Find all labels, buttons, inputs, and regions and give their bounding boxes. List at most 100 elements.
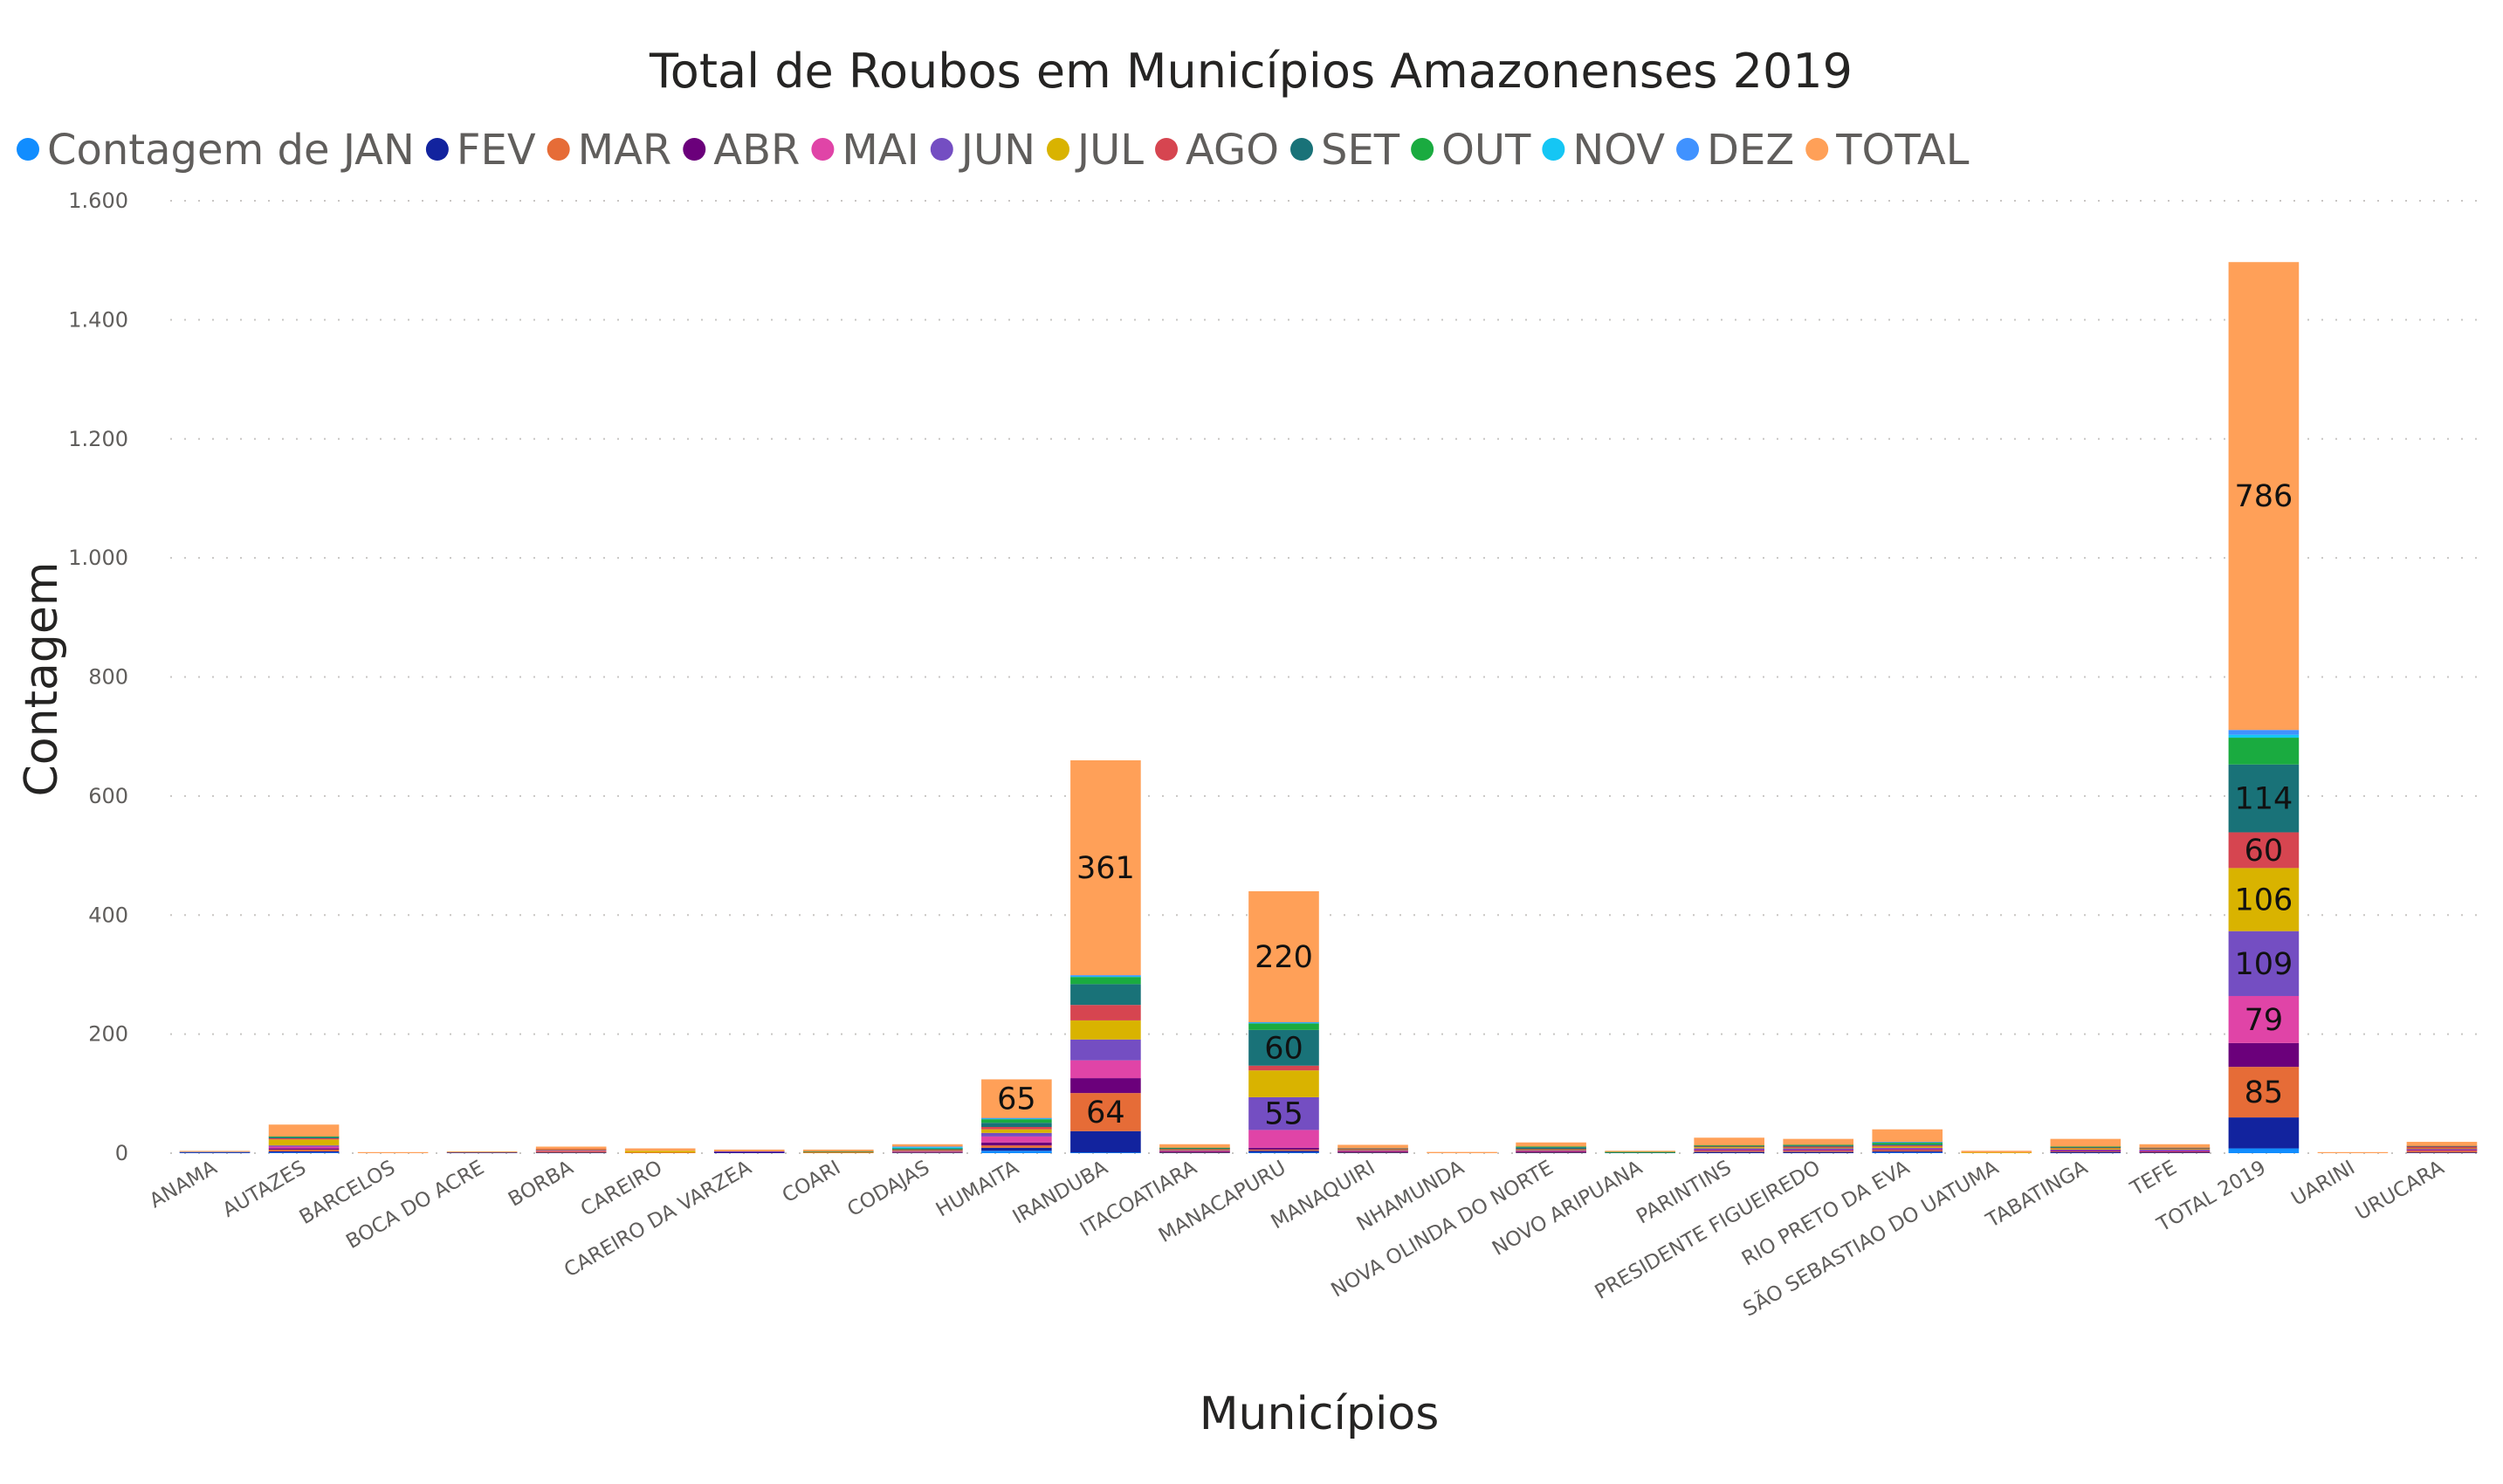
data-label-manacapuru-jun: 55: [1264, 1097, 1303, 1132]
bar-segment-total-2019-mar: [2228, 1067, 2300, 1118]
bar-segment-manaquiri-set: [1337, 1148, 1408, 1150]
bar-segment-autazes-set: [268, 1137, 340, 1138]
data-label-manacapuru-total: 220: [1255, 940, 1313, 975]
bar-segment-rio-preto-da-eva-contagem-de-jan: [1872, 1151, 1943, 1153]
bar-segment-anama-fev: [179, 1151, 251, 1153]
legend: Contagem de JAN FEV MAR ABR MAI JUN JUL AGO SET O…: [17, 126, 1970, 175]
bar-segment-iranduba-total: [1070, 759, 1141, 976]
bar-segment-iranduba-dez: [1070, 975, 1141, 977]
bar-segment-humaita-abr: [981, 1142, 1052, 1146]
bar-segment-iranduba-jul: [1070, 1020, 1141, 1040]
bar-segment-autazes-out: [268, 1136, 340, 1137]
legend-marker-jun: [930, 138, 953, 161]
bar-segment-iranduba-fev: [1070, 1130, 1141, 1153]
bar-segment-manacapuru-nov: [1248, 1022, 1319, 1024]
bar-segment-rio-preto-da-eva-dez: [1872, 1141, 1943, 1143]
bar-segment-nova-olinda-do-norte-ago: [1516, 1148, 1586, 1150]
bar-segment-tefe-mar: [2139, 1151, 2211, 1153]
bar-segment-parintins-jul: [1694, 1147, 1764, 1149]
bar-segment-iranduba-ago: [1070, 1005, 1141, 1020]
bar-segment-itacoatiara-jul: [1159, 1149, 1230, 1151]
bar-segment-manacapuru-contagem-de-jan: [1248, 1151, 1319, 1153]
bar-segment-parintins-set: [1694, 1145, 1764, 1147]
legend-label-nov: NOV: [1572, 126, 1665, 175]
legend-marker-mai: [811, 138, 835, 161]
y-tick-label: 200: [88, 1022, 128, 1047]
bar-segment-autazes-abr: [268, 1148, 340, 1150]
bar-segment-iranduba-abr: [1070, 1078, 1141, 1094]
bar-segment-manacapuru-abr: [1248, 1147, 1319, 1150]
legend-label-mai: MAI: [842, 126, 918, 175]
x-tick-label-uarini: UARINI: [2287, 1157, 2359, 1211]
data-label-iranduba-mar: 64: [1086, 1096, 1125, 1130]
bar-segment-urucara-fev: [2406, 1151, 2478, 1153]
legend-label-abr: ABR: [713, 126, 800, 175]
bar-segment-parintins-total: [1694, 1137, 1764, 1146]
bar-segment-manacapuru-fev: [1248, 1151, 1319, 1153]
x-tick-label-autazes: AUTAZES: [219, 1157, 310, 1222]
bar-segment-autazes-ago: [268, 1137, 340, 1140]
y-axis-title: Contagem: [16, 562, 68, 797]
data-label-total-2019-jun: 109: [2234, 947, 2293, 982]
data-label-total-2019-mai: 79: [2245, 1003, 2284, 1038]
bar-segment-codajas-dez: [892, 1145, 963, 1148]
bar-segment-tabatinga-jul: [2050, 1148, 2121, 1150]
bar-segment-autazes-fev: [268, 1151, 340, 1153]
legend-marker-mar: [547, 138, 570, 161]
bar-segment-humaita-ago: [981, 1126, 1052, 1130]
bar-segment-tabatinga-fev: [2050, 1151, 2121, 1153]
legend-label-mar: MAR: [578, 126, 672, 175]
bar-segment-manaquiri-jul: [1337, 1149, 1408, 1151]
x-tick-label-borba: BORBA: [505, 1157, 577, 1212]
bar-segment-tabatinga-set: [2050, 1146, 2121, 1148]
legend-label-jun: JUN: [959, 126, 1035, 175]
bar-segment-sao-sebastiao-do-uatuma-total: [1961, 1151, 2032, 1153]
bar-segment-nhamunda-total: [1427, 1151, 1497, 1153]
gridlines: [170, 200, 2486, 1154]
bar-segment-boca-do-acre-total: [446, 1151, 518, 1153]
bar-segment-nova-olinda-do-norte-jun: [1516, 1150, 1586, 1151]
bar-segment-itacoatiara-set: [1159, 1148, 1230, 1150]
bar-segment-borba-fev: [535, 1151, 607, 1153]
bar-segment-tefe-set: [2139, 1147, 2211, 1149]
bar-segment-borba-mar: [535, 1151, 607, 1153]
bar-segment-itacoatiara-ago: [1159, 1148, 1230, 1150]
bar-segment-rio-preto-da-eva-set: [1872, 1144, 1943, 1146]
bar-segment-careiro-jul: [624, 1151, 696, 1153]
bar-segment-parintins-out: [1694, 1144, 1764, 1146]
data-label-manacapuru-set: 60: [1264, 1031, 1303, 1066]
bar-segment-iranduba-contagem-de-jan: [1070, 1151, 1141, 1153]
bar-segment-humaita-nov: [981, 1117, 1052, 1120]
bar-segment-total-2019-total: [2228, 262, 2300, 731]
bar-segment-careiro-da-varzea-abr: [713, 1151, 785, 1153]
bar-segment-itacoatiara-mar: [1159, 1151, 1230, 1153]
bar-segment-tefe-jul: [2139, 1148, 2211, 1150]
data-label-total-2019-total: 786: [2234, 479, 2293, 514]
legend-marker-dez: [1676, 138, 1700, 161]
bar-segment-rio-preto-da-eva-mai: [1872, 1148, 1943, 1150]
bar-segment-humaita-fev: [981, 1147, 1052, 1151]
bar-segment-urucara-abr: [2406, 1150, 2478, 1151]
bar-segment-tabatinga-total: [2050, 1138, 2121, 1147]
bar-segment-total-2019-nov: [2228, 734, 2300, 739]
bar-segment-borba-jun: [535, 1150, 607, 1151]
bar-segment-itacoatiara-total: [1159, 1144, 1230, 1148]
bar-segment-rio-preto-da-eva-ago: [1872, 1145, 1943, 1147]
y-tick-label: 1.400: [68, 307, 128, 332]
bar-segment-itacoatiara-jun: [1159, 1150, 1230, 1151]
bar-segment-urucara-total: [2406, 1142, 2478, 1146]
bar-segment-urucara-mai: [2406, 1149, 2478, 1151]
y-tick-label: 1.000: [68, 546, 128, 570]
bar-segment-humaita-dez: [981, 1117, 1052, 1119]
legend-marker-contagem-de-jan: [17, 138, 39, 161]
bar-segment-total-2019-dez: [2228, 730, 2300, 735]
x-tick-label-tefe: TEFE: [2126, 1157, 2181, 1201]
bar-segment-itacoatiara-out: [1159, 1147, 1230, 1149]
x-tick-label-codajas: CODAJAS: [843, 1157, 933, 1221]
legend-label-dez: DEZ: [1707, 126, 1794, 175]
bar-segment-urucara-jun: [2406, 1148, 2478, 1150]
legend-label-fev: FEV: [457, 126, 536, 175]
y-tick-label: 0: [115, 1141, 128, 1165]
bar-segment-novo-aripuana-set: [1605, 1151, 1675, 1153]
